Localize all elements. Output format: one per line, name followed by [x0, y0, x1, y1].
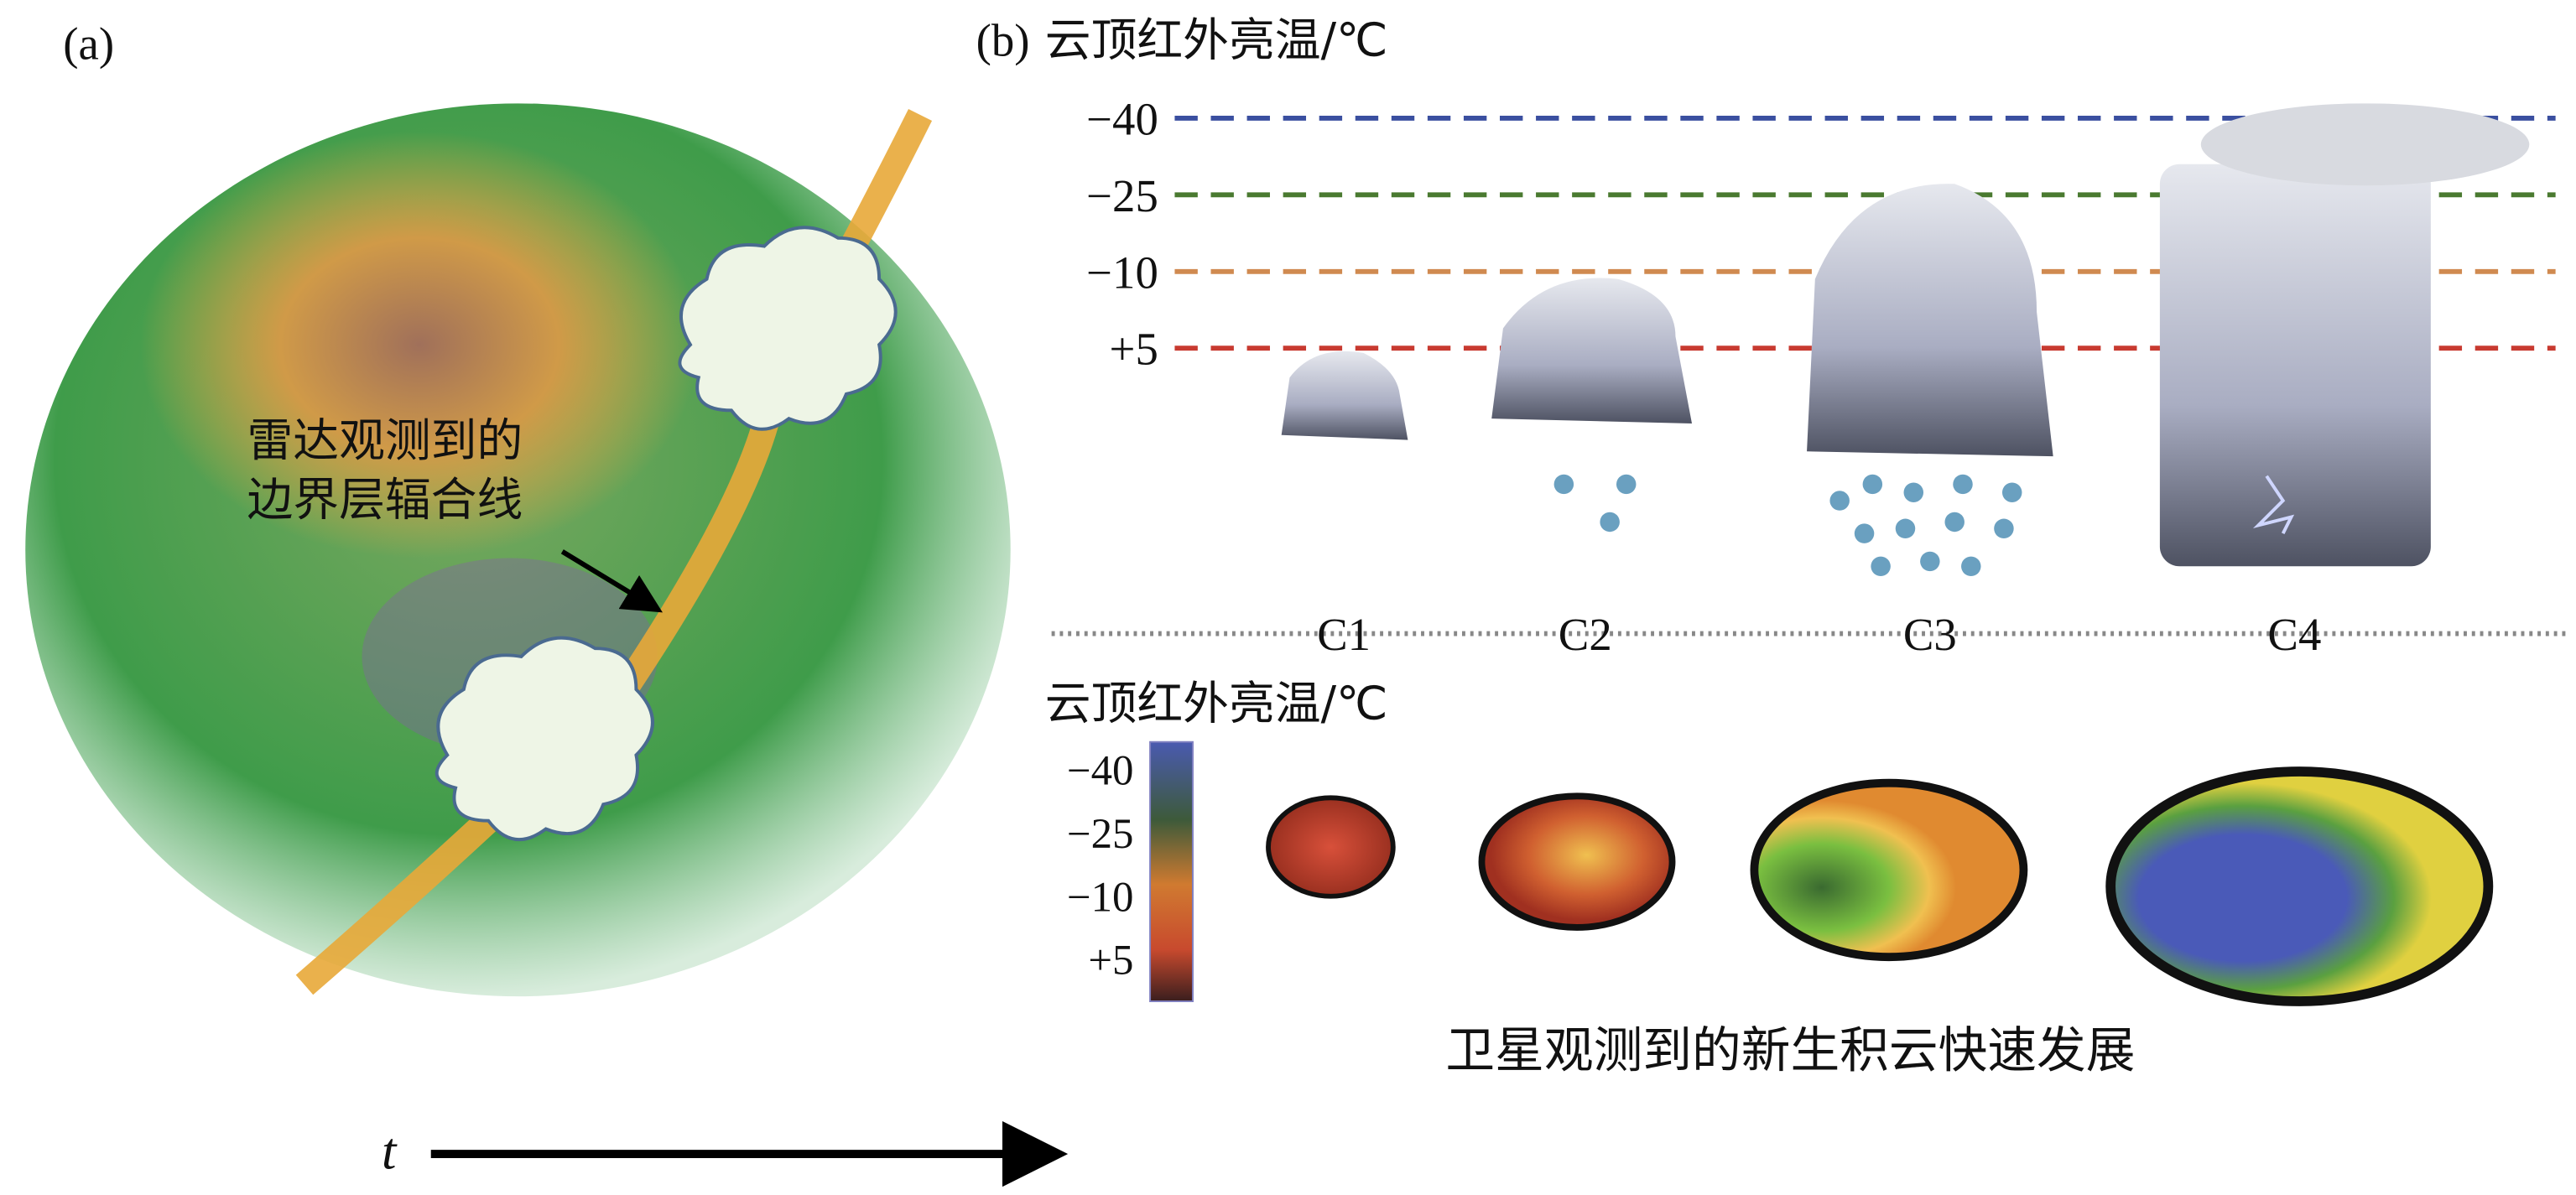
colorbar-labels: −40 −25 −10 +5: [1067, 748, 1134, 985]
title: 云顶红外亮温/℃: [1045, 13, 1388, 67]
annotation: 边界层辐合线: [247, 473, 523, 527]
caption: 卫星观测到的新生积云快速发展: [1445, 1021, 2135, 1078]
cumulonimbus: [2159, 164, 2431, 567]
colorbar-label: −25: [1067, 811, 1134, 858]
level-label: +5: [1110, 324, 1158, 375]
raindrop: [1553, 474, 1574, 495]
raindrop: [1616, 474, 1637, 495]
satellite-cloud: [2105, 766, 2494, 1006]
colorbar-title: 云顶红外亮温/℃: [1045, 676, 1388, 730]
level-label: −40: [1086, 94, 1158, 145]
panel-label: (b): [976, 15, 1030, 66]
cloud-c1: [1281, 351, 1408, 440]
anvil: [2200, 103, 2530, 186]
cloud-c4: [2159, 103, 2530, 567]
panel-label: (a): [63, 18, 114, 69]
stage-label: C2: [1559, 609, 1612, 660]
raindrop: [1600, 512, 1620, 533]
lightning: [2252, 475, 2295, 535]
cloud: [678, 226, 898, 431]
stages: C1 C2 C3 C4: [1317, 609, 2321, 660]
stage-label: C1: [1317, 609, 1371, 660]
colorbar: [1149, 740, 1194, 1003]
colorbar-label: −40: [1067, 748, 1134, 795]
annotation: 雷达观测到的: [247, 413, 523, 467]
level-label: −10: [1086, 247, 1158, 298]
radar-echo-core: [140, 131, 699, 559]
cumulus: [1807, 184, 2053, 457]
stage-label: C4: [2267, 609, 2321, 660]
annotation-arrow: [560, 549, 663, 613]
level-label: −25: [1086, 170, 1158, 221]
cumulus: [1491, 278, 1693, 424]
cloud-c3: [1807, 184, 2053, 577]
satellite-cloud: [1478, 792, 1676, 931]
satellite-cloud: [1750, 778, 2028, 962]
rain: [1829, 474, 2022, 577]
colorbar-label: +5: [1088, 938, 1133, 985]
cloud-c2: [1491, 278, 1693, 533]
colorbar-label: −10: [1067, 874, 1134, 921]
satellite-cloud: [1266, 795, 1396, 899]
cumulus: [1281, 351, 1408, 440]
cloud: [435, 636, 654, 841]
time-label: t: [382, 1122, 398, 1181]
stage-label: C3: [1903, 609, 1957, 660]
